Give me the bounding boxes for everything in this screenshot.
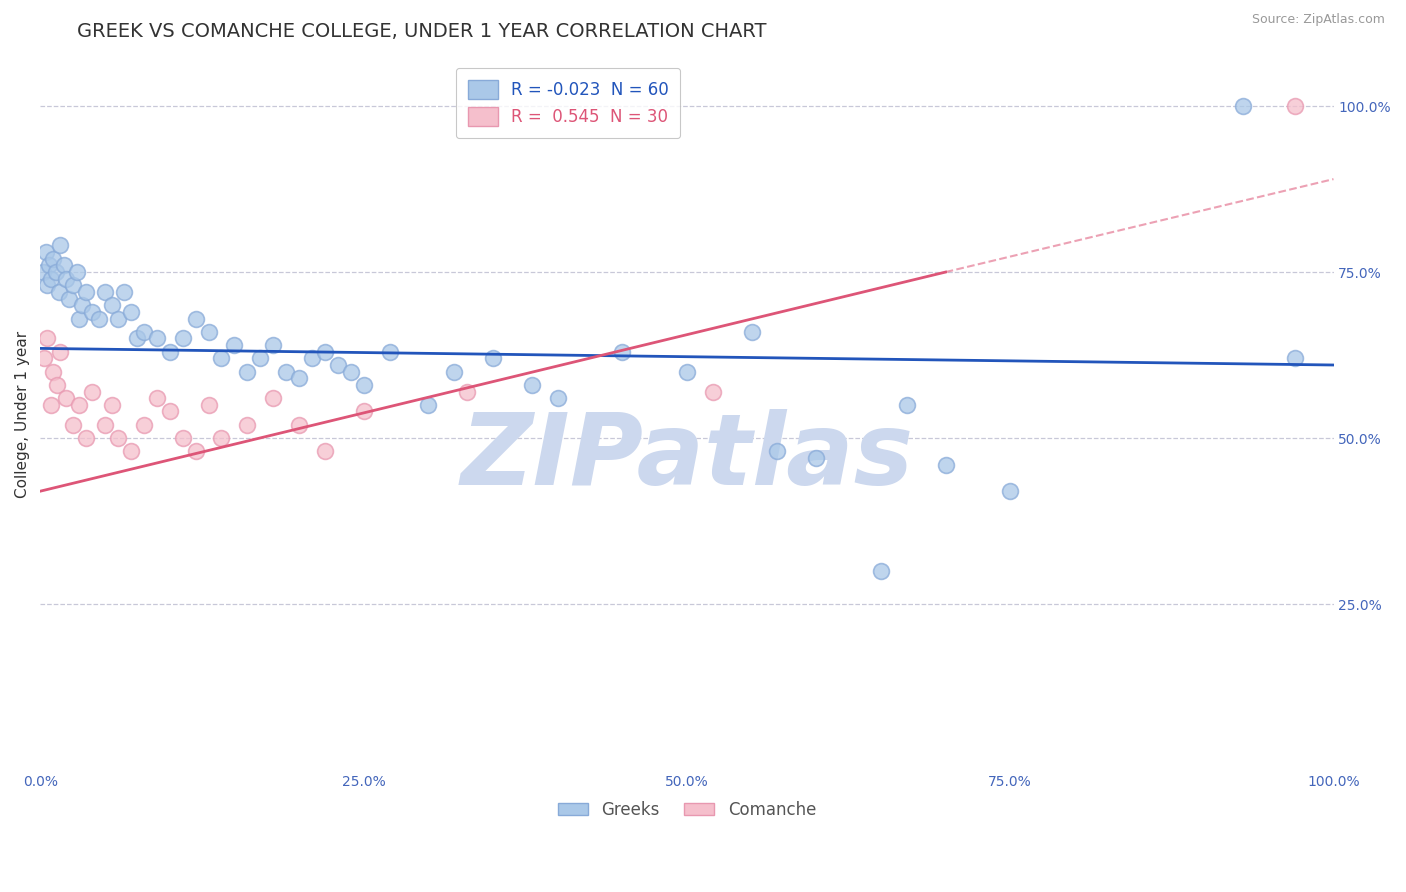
Point bbox=[65, 265, 87, 279]
Point bbox=[301, 351, 323, 366]
Point bbox=[52, 259, 75, 273]
Point bbox=[443, 365, 465, 379]
Point bbox=[127, 331, 149, 345]
Y-axis label: College, Under 1 year: College, Under 1 year bbox=[15, 331, 30, 499]
Point bbox=[870, 564, 893, 578]
Point bbox=[107, 311, 129, 326]
Text: ZIPatlas: ZIPatlas bbox=[460, 409, 914, 506]
Point bbox=[100, 298, 122, 312]
Point bbox=[34, 245, 56, 260]
Point bbox=[62, 278, 84, 293]
Point bbox=[326, 358, 349, 372]
Point bbox=[132, 325, 155, 339]
Point bbox=[547, 391, 569, 405]
Point bbox=[418, 398, 440, 412]
Point bbox=[896, 398, 918, 412]
Point bbox=[67, 398, 90, 412]
Point bbox=[159, 404, 181, 418]
Point bbox=[45, 265, 67, 279]
Point bbox=[1284, 99, 1306, 113]
Point bbox=[456, 384, 478, 399]
Point bbox=[49, 344, 72, 359]
Point bbox=[249, 351, 271, 366]
Point bbox=[75, 285, 97, 299]
Point bbox=[1000, 484, 1022, 499]
Point bbox=[34, 351, 56, 366]
Point bbox=[236, 365, 259, 379]
Legend: Greeks, Comanche: Greeks, Comanche bbox=[551, 794, 823, 826]
Point bbox=[159, 344, 181, 359]
Point bbox=[49, 238, 72, 252]
Point bbox=[353, 378, 375, 392]
Point bbox=[1232, 99, 1254, 113]
Point bbox=[378, 344, 401, 359]
Point bbox=[39, 398, 62, 412]
Point bbox=[35, 278, 58, 293]
Point bbox=[132, 417, 155, 432]
Point bbox=[482, 351, 505, 366]
Point bbox=[339, 365, 361, 379]
Point bbox=[120, 305, 142, 319]
Point bbox=[114, 285, 136, 299]
Point bbox=[38, 259, 60, 273]
Point bbox=[741, 325, 763, 339]
Point bbox=[288, 417, 311, 432]
Point bbox=[353, 404, 375, 418]
Point bbox=[120, 444, 142, 458]
Point bbox=[211, 351, 233, 366]
Point bbox=[146, 391, 169, 405]
Point bbox=[46, 378, 69, 392]
Text: GREEK VS COMANCHE COLLEGE, UNDER 1 YEAR CORRELATION CHART: GREEK VS COMANCHE COLLEGE, UNDER 1 YEAR … bbox=[77, 22, 766, 41]
Point bbox=[48, 285, 70, 299]
Point bbox=[62, 417, 84, 432]
Point bbox=[262, 338, 284, 352]
Point bbox=[146, 331, 169, 345]
Point bbox=[87, 311, 110, 326]
Point bbox=[75, 431, 97, 445]
Point bbox=[676, 365, 699, 379]
Point bbox=[314, 444, 336, 458]
Point bbox=[935, 458, 957, 472]
Point bbox=[262, 391, 284, 405]
Point bbox=[42, 365, 65, 379]
Point bbox=[35, 331, 58, 345]
Point bbox=[197, 398, 219, 412]
Point bbox=[702, 384, 724, 399]
Point bbox=[94, 417, 117, 432]
Point bbox=[172, 431, 194, 445]
Point bbox=[224, 338, 246, 352]
Point bbox=[520, 378, 543, 392]
Point bbox=[39, 271, 62, 285]
Point bbox=[55, 271, 77, 285]
Point bbox=[274, 365, 297, 379]
Point bbox=[67, 311, 90, 326]
Point bbox=[32, 265, 55, 279]
Point bbox=[236, 417, 259, 432]
Text: Source: ZipAtlas.com: Source: ZipAtlas.com bbox=[1251, 13, 1385, 27]
Point bbox=[82, 305, 104, 319]
Point bbox=[184, 444, 207, 458]
Point bbox=[107, 431, 129, 445]
Point bbox=[197, 325, 219, 339]
Point bbox=[42, 252, 65, 266]
Point bbox=[55, 391, 77, 405]
Point bbox=[82, 384, 104, 399]
Point bbox=[184, 311, 207, 326]
Point bbox=[288, 371, 311, 385]
Point bbox=[94, 285, 117, 299]
Point bbox=[1284, 351, 1306, 366]
Point bbox=[211, 431, 233, 445]
Point bbox=[58, 292, 80, 306]
Point bbox=[172, 331, 194, 345]
Point bbox=[70, 298, 93, 312]
Point bbox=[100, 398, 122, 412]
Point bbox=[766, 444, 789, 458]
Point bbox=[806, 450, 828, 465]
Point bbox=[314, 344, 336, 359]
Point bbox=[612, 344, 634, 359]
